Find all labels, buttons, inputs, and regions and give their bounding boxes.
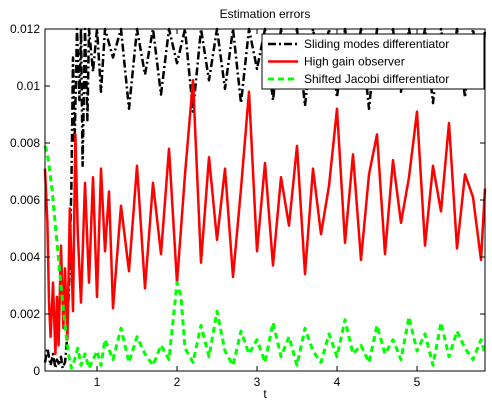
legend-box <box>261 33 485 90</box>
legend: Sliding modes differentiator High gain ob… <box>261 33 485 90</box>
chart-title: Estimation errors <box>220 7 311 21</box>
x-tick-label: 5 <box>414 375 421 389</box>
legend-label-1: Sliding modes differentiator <box>304 37 449 51</box>
x-tick-label: 3 <box>254 375 261 389</box>
tick-layer: 1 2 3 4 5 0 0.002 0.004 0.006 0.008 0.01 0.012 <box>10 22 485 389</box>
series-line-3 <box>43 145 487 370</box>
x-axis-label: t <box>263 387 267 401</box>
x-tick-label: 4 <box>334 375 341 389</box>
y-tick-label: 0.006 <box>10 193 40 207</box>
x-tick-label: 1 <box>94 375 101 389</box>
legend-label-2: High gain observer <box>304 55 405 69</box>
series-line-2 <box>43 79 487 356</box>
y-tick-label: 0.004 <box>10 250 40 264</box>
y-tick-label: 0.002 <box>10 307 40 321</box>
legend-label-3: Shifted Jacobi differentiator <box>304 72 449 86</box>
y-tick-label: 0.008 <box>10 136 40 150</box>
y-tick-label: 0.012 <box>10 22 40 36</box>
x-tick-label: 2 <box>174 375 181 389</box>
y-tick-label: 0 <box>33 364 40 378</box>
y-tick-label: 0.01 <box>17 79 41 93</box>
